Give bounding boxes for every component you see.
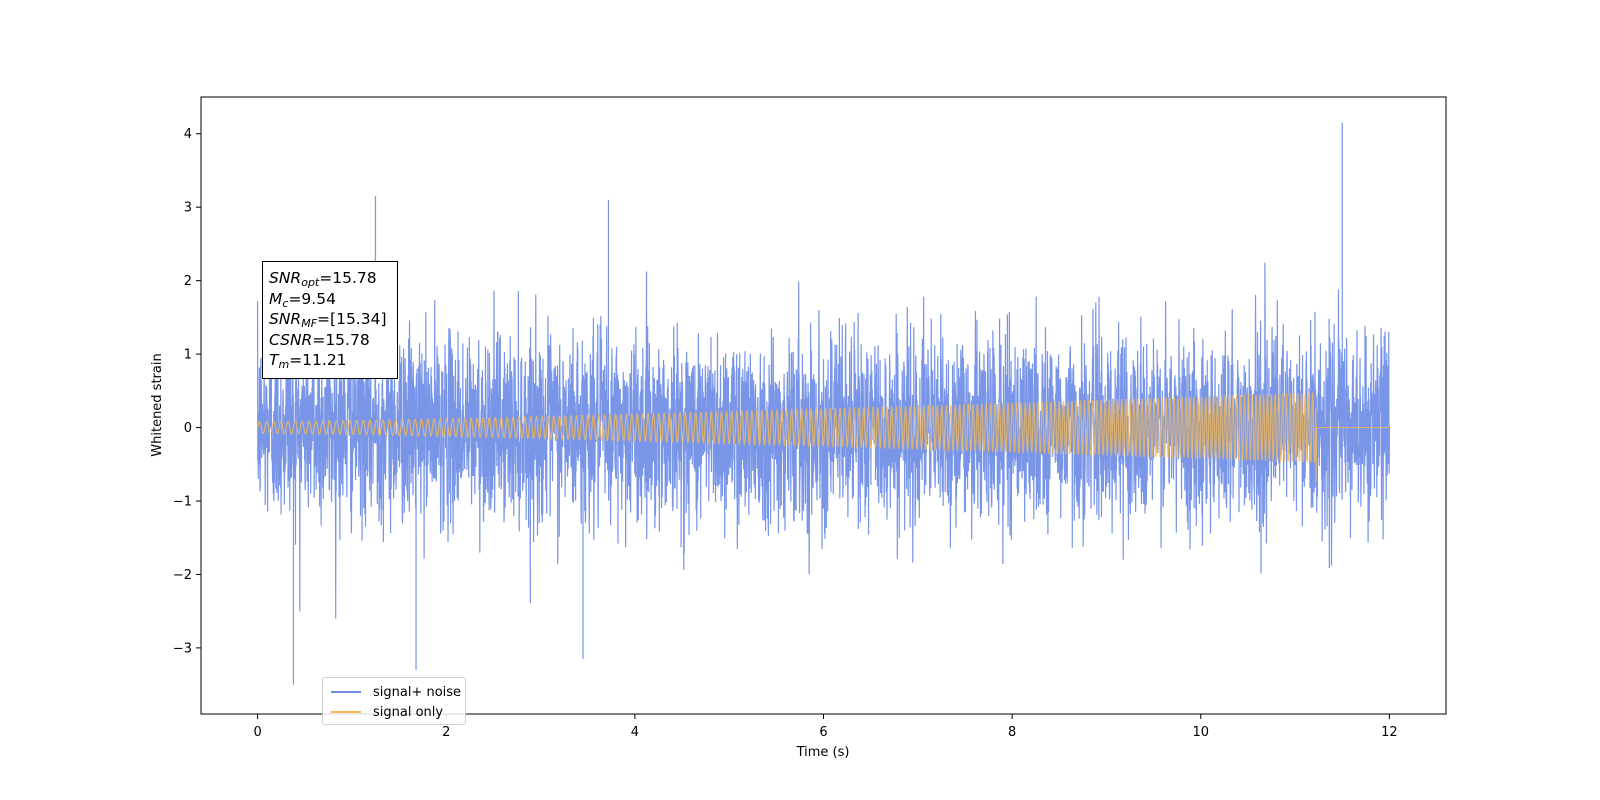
legend: signal+ noise signal only xyxy=(322,677,466,725)
x-tick-label: 8 xyxy=(1008,725,1016,740)
series-signal-plus-noise xyxy=(256,122,1391,685)
x-axis-label: Time (s) xyxy=(796,745,850,760)
line-signal-only xyxy=(257,392,1390,483)
annotation-box: SNRopt=15.78 Mc=9.54 SNRMF=[15.34] CSNR=… xyxy=(262,261,398,379)
y-tick-label: −2 xyxy=(173,568,192,583)
y-tick-label: 3 xyxy=(184,201,192,216)
y-axis: −3 −2 −1 0 1 2 3 4 xyxy=(173,127,201,656)
y-tick-label: 4 xyxy=(184,127,192,142)
annotation-snr-opt: SNRopt=15.78 xyxy=(269,269,377,289)
series-signal-only xyxy=(257,392,1390,483)
x-tick-label: 12 xyxy=(1381,725,1398,740)
line-signal-plus-noise xyxy=(256,122,1391,685)
x-tick-label: 2 xyxy=(442,725,450,740)
legend-label: signal only xyxy=(373,704,444,720)
legend-item-signal-plus-noise: signal+ noise xyxy=(331,683,461,701)
x-tick-label: 4 xyxy=(631,725,639,740)
x-tick-label: 0 xyxy=(253,725,261,740)
x-tick-label: 10 xyxy=(1192,725,1209,740)
annotation-tm: Tm=11.21 xyxy=(269,351,347,371)
legend-swatch-signal-plus-noise xyxy=(331,691,361,693)
y-tick-label: 2 xyxy=(184,274,192,289)
y-axis-label: Whitened strain xyxy=(150,353,165,456)
legend-label: signal+ noise xyxy=(373,684,462,700)
annotation-csnr: CSNR=15.78 xyxy=(269,330,370,349)
annotation-mc: Mc=9.54 xyxy=(269,289,336,310)
legend-item-signal-only: signal only xyxy=(331,703,443,721)
y-tick-label: 1 xyxy=(184,348,192,363)
legend-swatch-signal-only xyxy=(331,711,361,713)
y-tick-label: 0 xyxy=(184,421,192,436)
y-tick-label: −1 xyxy=(173,494,192,509)
y-tick-label: −3 xyxy=(173,641,192,656)
annotation-snr-mf: SNRMF=[15.34] xyxy=(269,310,387,330)
x-axis: 0 2 4 6 8 10 12 xyxy=(253,714,1398,740)
x-tick-label: 6 xyxy=(819,725,827,740)
